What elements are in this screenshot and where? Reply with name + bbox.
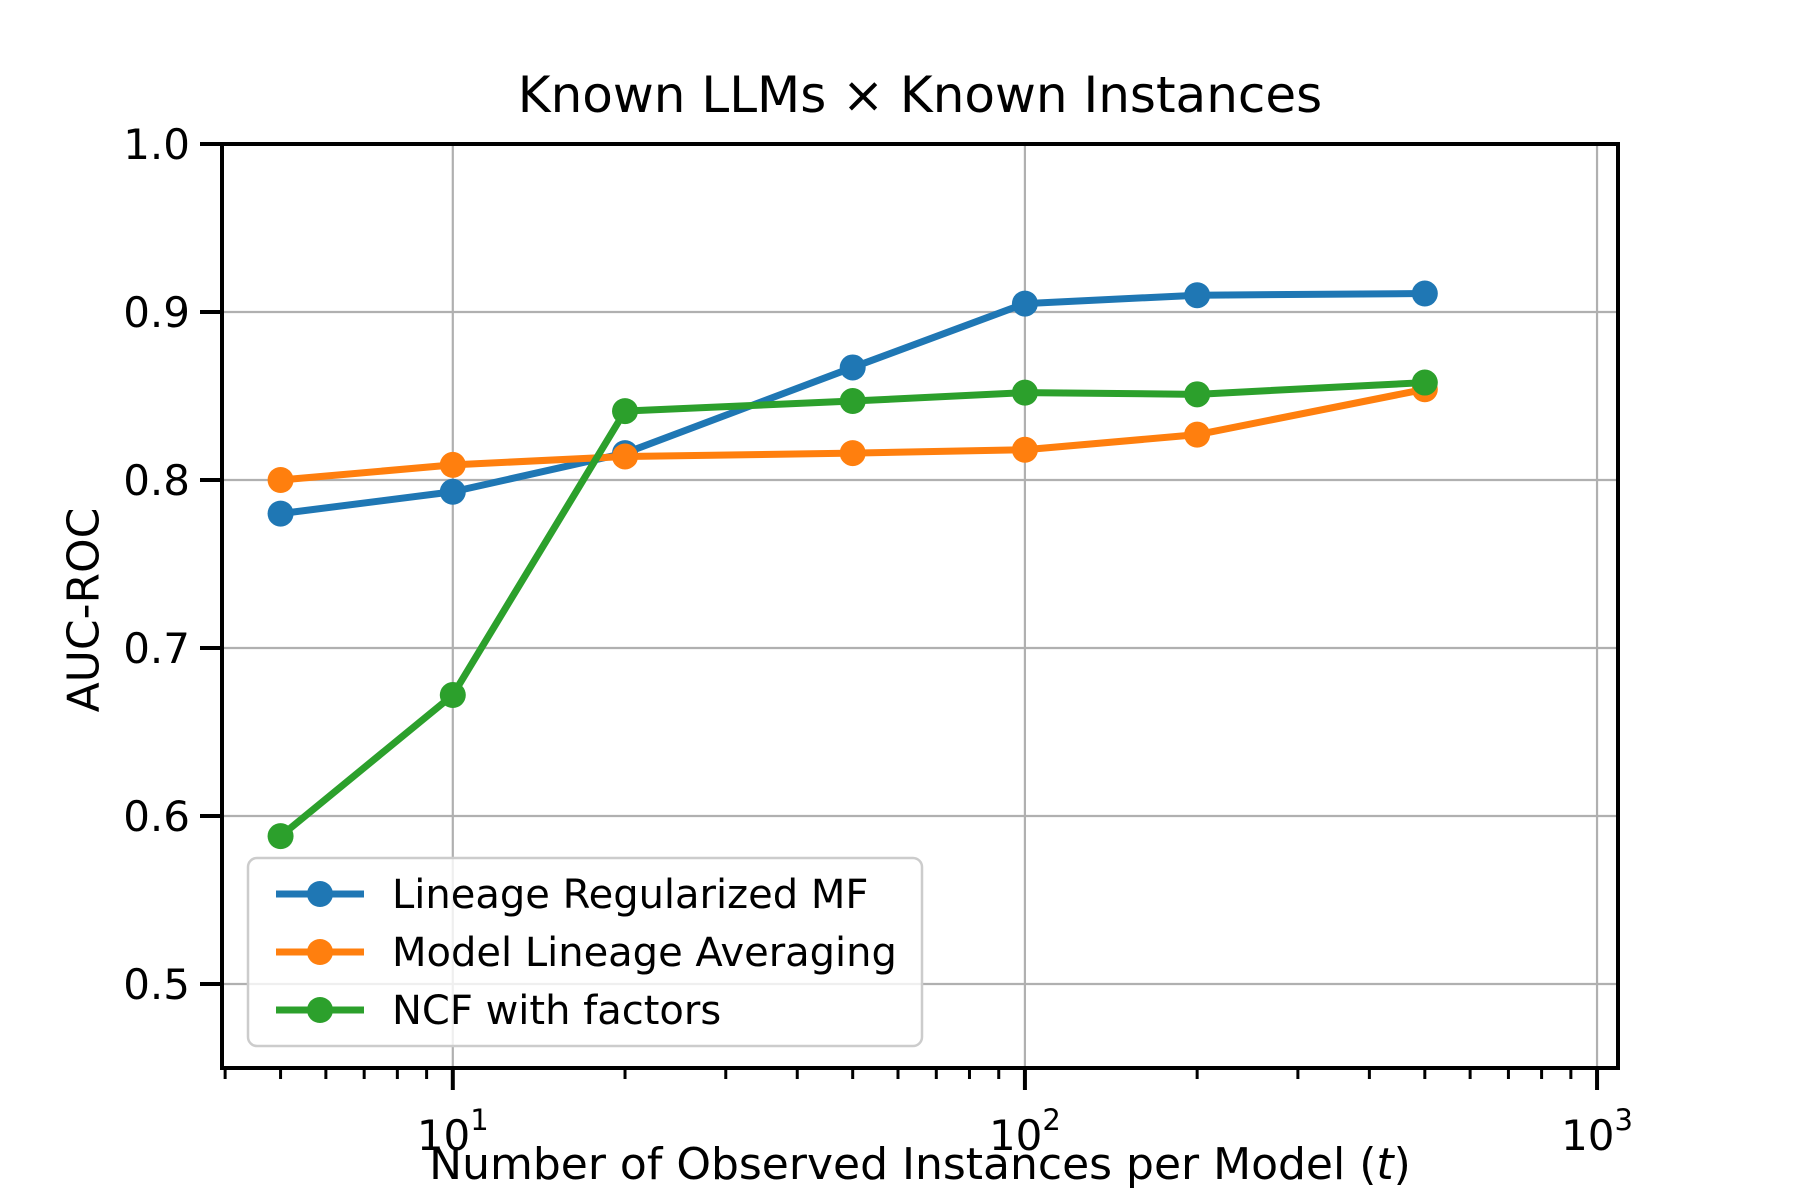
legend-marker-swatch <box>307 939 333 965</box>
data-point-ncf-with-factors <box>1011 379 1038 406</box>
legend-marker-swatch <box>307 881 333 907</box>
legend-label: Lineage Regularized MF <box>392 872 868 918</box>
y-tick-label: 0.8 <box>123 456 190 505</box>
x-tick-label: 101 <box>417 1103 489 1160</box>
x-axis-label-variable: t <box>1376 1139 1394 1190</box>
data-point-lineage-regularized-mf <box>1411 280 1438 307</box>
x-axis-label-text: Number of Observed Instances per Model ( <box>429 1139 1377 1190</box>
data-point-model-lineage-averaging <box>1011 436 1038 463</box>
series-ncf-with-factors <box>267 369 1438 850</box>
y-tick-label: 1.0 <box>123 120 190 169</box>
legend-label: Model Lineage Averaging <box>392 930 897 976</box>
data-point-ncf-with-factors <box>612 398 639 425</box>
data-point-model-lineage-averaging <box>839 440 866 467</box>
legend-entry-ncf-with-factors: NCF with factors <box>276 988 721 1034</box>
x-tick-label: 102 <box>989 1103 1061 1160</box>
data-point-lineage-regularized-mf <box>1184 282 1211 309</box>
y-tick-label: 0.9 <box>123 288 190 337</box>
legend-box <box>246 856 924 1048</box>
y-axis-ticks: 0.5 0.6 0.7 0.8 0.9 1.0 <box>123 120 222 1009</box>
x-tick-label: 103 <box>1561 1103 1633 1160</box>
data-point-model-lineage-averaging <box>612 443 639 470</box>
legend-entry-lineage-regularized-mf: Lineage Regularized MF <box>276 872 868 918</box>
x-axis-label-suffix: ) <box>1393 1139 1411 1190</box>
data-point-model-lineage-averaging <box>439 451 466 478</box>
data-point-lineage-regularized-mf <box>267 500 294 527</box>
legend-label: NCF with factors <box>392 988 721 1034</box>
x-axis-ticks: 101 102 103 <box>223 1068 1633 1160</box>
plot-area-border <box>220 142 1620 1070</box>
y-tick-label: 0.6 <box>123 792 190 841</box>
data-point-model-lineage-averaging <box>1184 421 1211 448</box>
data-point-lineage-regularized-mf <box>839 354 866 381</box>
data-point-ncf-with-factors <box>839 388 866 415</box>
legend-marker-swatch <box>307 997 333 1023</box>
y-axis-label: AUC-ROC <box>58 507 110 713</box>
legend: Lineage Regularized MF Model Lineage Aver… <box>246 856 924 1048</box>
data-point-model-lineage-averaging <box>267 467 294 493</box>
chart-title: Known LLMs × Known Instances <box>517 66 1323 124</box>
data-point-lineage-regularized-mf <box>1011 290 1038 317</box>
data-point-ncf-with-factors <box>267 823 294 850</box>
data-point-lineage-regularized-mf <box>439 478 466 505</box>
x-axis-label: Number of Observed Instances per Model (… <box>429 1139 1411 1190</box>
y-tick-label: 0.5 <box>123 960 190 1009</box>
data-point-ncf-with-factors <box>439 682 466 709</box>
data-point-ncf-with-factors <box>1411 369 1438 396</box>
y-tick-label: 0.7 <box>123 624 190 673</box>
legend-entry-model-lineage-averaging: Model Lineage Averaging <box>276 930 897 976</box>
data-point-ncf-with-factors <box>1184 381 1211 408</box>
